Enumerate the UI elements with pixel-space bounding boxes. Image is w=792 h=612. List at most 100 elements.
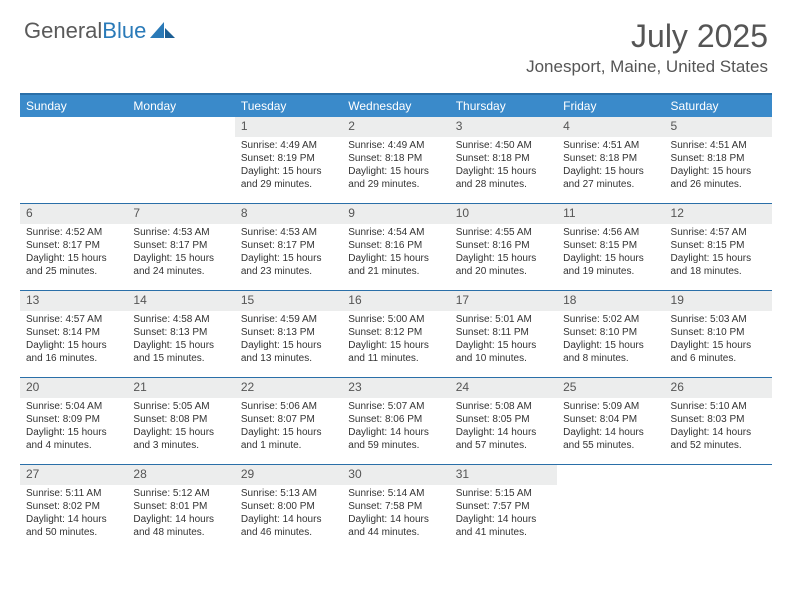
brand-name-b: Blue [102, 18, 146, 43]
sunrise-text: Sunrise: 4:54 AM [348, 226, 443, 239]
sunset-text: Sunset: 8:17 PM [26, 239, 121, 252]
day-body: Sunrise: 5:07 AMSunset: 8:06 PMDaylight:… [342, 398, 449, 456]
day-cell [557, 465, 664, 551]
day-body: Sunrise: 5:09 AMSunset: 8:04 PMDaylight:… [557, 398, 664, 456]
day-body: Sunrise: 5:08 AMSunset: 8:05 PMDaylight:… [450, 398, 557, 456]
day-body: Sunrise: 5:01 AMSunset: 8:11 PMDaylight:… [450, 311, 557, 369]
day-cell: 28Sunrise: 5:12 AMSunset: 8:01 PMDayligh… [127, 465, 234, 551]
sunrise-text: Sunrise: 5:13 AM [241, 487, 336, 500]
day-body: Sunrise: 5:13 AMSunset: 8:00 PMDaylight:… [235, 485, 342, 543]
daylight-text: Daylight: 14 hours and 59 minutes. [348, 426, 443, 452]
day-body: Sunrise: 4:51 AMSunset: 8:18 PMDaylight:… [557, 137, 664, 195]
daylight-text: Daylight: 14 hours and 44 minutes. [348, 513, 443, 539]
daylight-text: Daylight: 15 hours and 20 minutes. [456, 252, 551, 278]
sunrise-text: Sunrise: 5:12 AM [133, 487, 228, 500]
day-number: 19 [665, 291, 772, 311]
daylight-text: Daylight: 15 hours and 13 minutes. [241, 339, 336, 365]
daylight-text: Daylight: 14 hours and 48 minutes. [133, 513, 228, 539]
sunset-text: Sunset: 8:04 PM [563, 413, 658, 426]
daylight-text: Daylight: 15 hours and 24 minutes. [133, 252, 228, 278]
sunrise-text: Sunrise: 5:15 AM [456, 487, 551, 500]
day-number: 9 [342, 204, 449, 224]
sunrise-text: Sunrise: 4:59 AM [241, 313, 336, 326]
day-cell: 2Sunrise: 4:49 AMSunset: 8:18 PMDaylight… [342, 117, 449, 203]
sunset-text: Sunset: 7:58 PM [348, 500, 443, 513]
sunrise-text: Sunrise: 5:01 AM [456, 313, 551, 326]
calendar: Sunday Monday Tuesday Wednesday Thursday… [20, 93, 772, 551]
daylight-text: Daylight: 15 hours and 29 minutes. [348, 165, 443, 191]
day-number: 20 [20, 378, 127, 398]
sunset-text: Sunset: 8:17 PM [241, 239, 336, 252]
day-body: Sunrise: 4:50 AMSunset: 8:18 PMDaylight:… [450, 137, 557, 195]
dow-saturday: Saturday [665, 95, 772, 117]
day-cell: 15Sunrise: 4:59 AMSunset: 8:13 PMDayligh… [235, 291, 342, 377]
weeks-container: 1Sunrise: 4:49 AMSunset: 8:19 PMDaylight… [20, 117, 772, 551]
daylight-text: Daylight: 15 hours and 25 minutes. [26, 252, 121, 278]
dow-monday: Monday [127, 95, 234, 117]
day-body: Sunrise: 5:04 AMSunset: 8:09 PMDaylight:… [20, 398, 127, 456]
sunset-text: Sunset: 8:10 PM [671, 326, 766, 339]
daylight-text: Daylight: 15 hours and 27 minutes. [563, 165, 658, 191]
sunrise-text: Sunrise: 5:09 AM [563, 400, 658, 413]
day-number: 13 [20, 291, 127, 311]
sunset-text: Sunset: 8:17 PM [133, 239, 228, 252]
daylight-text: Daylight: 15 hours and 11 minutes. [348, 339, 443, 365]
day-number: 18 [557, 291, 664, 311]
day-cell: 29Sunrise: 5:13 AMSunset: 8:00 PMDayligh… [235, 465, 342, 551]
sunset-text: Sunset: 8:18 PM [671, 152, 766, 165]
sunrise-text: Sunrise: 4:55 AM [456, 226, 551, 239]
sunset-text: Sunset: 8:13 PM [133, 326, 228, 339]
day-cell: 1Sunrise: 4:49 AMSunset: 8:19 PMDaylight… [235, 117, 342, 203]
sunset-text: Sunset: 8:15 PM [671, 239, 766, 252]
day-number: 15 [235, 291, 342, 311]
sunset-text: Sunset: 8:07 PM [241, 413, 336, 426]
day-number: 23 [342, 378, 449, 398]
sunset-text: Sunset: 8:18 PM [563, 152, 658, 165]
day-cell: 24Sunrise: 5:08 AMSunset: 8:05 PMDayligh… [450, 378, 557, 464]
sunrise-text: Sunrise: 4:56 AM [563, 226, 658, 239]
sunrise-text: Sunrise: 4:49 AM [241, 139, 336, 152]
day-cell: 22Sunrise: 5:06 AMSunset: 8:07 PMDayligh… [235, 378, 342, 464]
day-body: Sunrise: 4:51 AMSunset: 8:18 PMDaylight:… [665, 137, 772, 195]
day-number: 3 [450, 117, 557, 137]
daylight-text: Daylight: 14 hours and 55 minutes. [563, 426, 658, 452]
day-body: Sunrise: 4:56 AMSunset: 8:15 PMDaylight:… [557, 224, 664, 282]
sunrise-text: Sunrise: 4:53 AM [133, 226, 228, 239]
page-title: July 2025 [526, 18, 768, 55]
sunset-text: Sunset: 7:57 PM [456, 500, 551, 513]
day-body: Sunrise: 5:14 AMSunset: 7:58 PMDaylight:… [342, 485, 449, 543]
daylight-text: Daylight: 15 hours and 6 minutes. [671, 339, 766, 365]
dow-sunday: Sunday [20, 95, 127, 117]
day-number: 2 [342, 117, 449, 137]
week-row: 1Sunrise: 4:49 AMSunset: 8:19 PMDaylight… [20, 117, 772, 204]
day-body: Sunrise: 4:59 AMSunset: 8:13 PMDaylight:… [235, 311, 342, 369]
day-number: 11 [557, 204, 664, 224]
title-block: July 2025 Jonesport, Maine, United State… [526, 18, 768, 77]
sunrise-text: Sunrise: 4:49 AM [348, 139, 443, 152]
brand-sail-icon [150, 22, 176, 40]
dow-tuesday: Tuesday [235, 95, 342, 117]
dow-friday: Friday [557, 95, 664, 117]
week-row: 6Sunrise: 4:52 AMSunset: 8:17 PMDaylight… [20, 204, 772, 291]
day-number: 5 [665, 117, 772, 137]
day-cell: 17Sunrise: 5:01 AMSunset: 8:11 PMDayligh… [450, 291, 557, 377]
sunset-text: Sunset: 8:06 PM [348, 413, 443, 426]
day-body: Sunrise: 5:06 AMSunset: 8:07 PMDaylight:… [235, 398, 342, 456]
day-cell [665, 465, 772, 551]
day-cell: 9Sunrise: 4:54 AMSunset: 8:16 PMDaylight… [342, 204, 449, 290]
day-cell [20, 117, 127, 203]
day-cell: 6Sunrise: 4:52 AMSunset: 8:17 PMDaylight… [20, 204, 127, 290]
day-number: 26 [665, 378, 772, 398]
sunrise-text: Sunrise: 5:10 AM [671, 400, 766, 413]
sunset-text: Sunset: 8:09 PM [26, 413, 121, 426]
day-cell: 8Sunrise: 4:53 AMSunset: 8:17 PMDaylight… [235, 204, 342, 290]
sunset-text: Sunset: 8:03 PM [671, 413, 766, 426]
day-cell [127, 117, 234, 203]
daylight-text: Daylight: 15 hours and 16 minutes. [26, 339, 121, 365]
daylight-text: Daylight: 14 hours and 41 minutes. [456, 513, 551, 539]
day-cell: 12Sunrise: 4:57 AMSunset: 8:15 PMDayligh… [665, 204, 772, 290]
sunset-text: Sunset: 8:08 PM [133, 413, 228, 426]
day-cell: 3Sunrise: 4:50 AMSunset: 8:18 PMDaylight… [450, 117, 557, 203]
sunrise-text: Sunrise: 4:58 AM [133, 313, 228, 326]
day-body: Sunrise: 5:15 AMSunset: 7:57 PMDaylight:… [450, 485, 557, 543]
